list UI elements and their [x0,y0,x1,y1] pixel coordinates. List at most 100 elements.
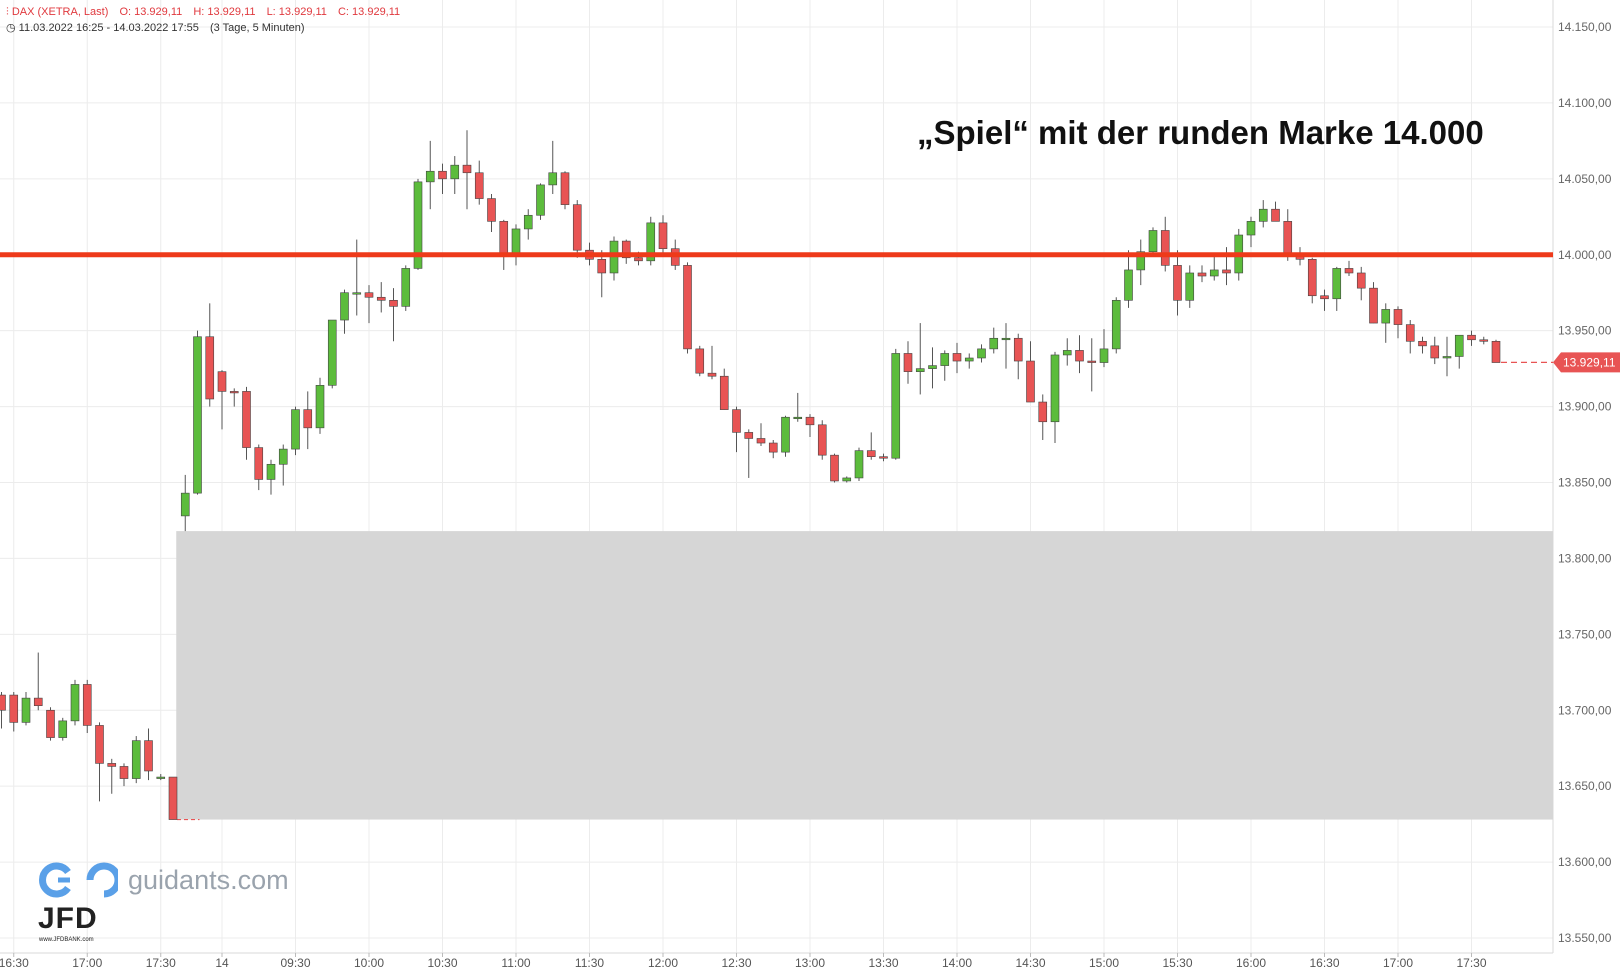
candle [1124,250,1133,308]
candle-body [866,450,876,457]
candle-body [560,172,570,205]
candle [1418,336,1427,354]
x-tick-label: 14:00 [942,956,972,970]
candle [952,342,962,374]
x-axis: 16:30 17:00 17:30 14 09:30 10:00 10:30 11:00 11:… [0,953,1487,970]
interval: (3 Tage, 5 Minuten) [209,22,305,34]
x-tick-label: 16:00 [1236,956,1266,970]
candle-body [1283,221,1293,257]
candle-body [327,319,337,386]
candle [1001,323,1011,369]
candle [401,265,411,311]
candle-body [438,170,447,180]
candle-body [634,257,643,262]
candle [1173,250,1182,316]
candle [536,183,545,220]
candle-body [842,477,852,482]
candle [462,130,472,210]
candle-body [1075,350,1084,362]
candle [781,415,790,457]
candle [58,717,68,741]
candle-body [168,776,178,820]
candle [830,453,839,483]
candle-body [1099,348,1109,363]
candle [376,282,386,313]
candle-body [1209,269,1219,277]
candle-body [1491,340,1501,363]
last-price-tag [1553,352,1620,373]
candle-body [548,172,558,186]
candle [1087,338,1097,392]
candle [95,722,104,802]
y-axis: 13.550,00 13.600,00 13.650,00 13.700,00 13.7… [1553,20,1620,945]
candle-body [1087,360,1097,363]
candle-body [156,776,166,779]
y-tick-label: 13.550,00 [1558,931,1612,945]
ohlc-high: H: 13.929,11 [193,6,256,18]
candle-body [1062,350,1072,356]
candle [989,327,999,354]
candle [1320,289,1329,311]
candle-body [425,170,435,183]
candle [1369,282,1378,324]
y-tick-label: 13.700,00 [1558,703,1612,717]
candle-body [376,296,386,301]
candle-body [242,391,251,448]
candle-body [46,709,55,738]
candle [327,319,337,389]
candle-body [474,172,484,199]
candle-body [511,228,521,256]
candle [915,323,925,395]
candle [977,344,986,363]
y-tick-label: 14.000,00 [1558,248,1612,262]
candle-body [817,424,827,456]
y-tick-label: 13.900,00 [1558,400,1612,414]
candle-body [1467,334,1476,341]
candle-body [364,292,374,298]
candle [646,216,656,266]
candle [1148,227,1158,257]
y-tick-label: 14.050,00 [1558,172,1612,186]
candle [719,368,729,410]
candle [303,391,313,450]
candle [1405,320,1415,354]
candle [389,288,398,342]
candle [9,692,19,732]
jfd-url: www.JFDBANK.com [39,937,94,943]
candle-body [977,348,986,359]
instrument-header: ⫶ DAX (XETRA, Last) O: 13.929,11 H: 13.9… [6,5,400,19]
candle [1160,216,1170,272]
candle-body [915,368,925,372]
candle-body [928,365,937,369]
candle-body [315,385,325,429]
candle-body [1197,272,1207,277]
candle [1381,303,1391,343]
candle-body [1271,208,1280,222]
clock-icon: ◷ [6,22,16,34]
candle-body [1222,269,1231,274]
candle-body [144,740,153,772]
candle-body [1381,309,1391,324]
x-tick-label: 13:30 [868,956,898,970]
candle-body [0,694,6,711]
candle [156,774,166,781]
candle-body [352,292,362,295]
y-tick-label: 13.600,00 [1558,855,1612,869]
candle-body [303,409,313,429]
candle [1467,330,1476,346]
candle-body [793,416,803,420]
y-tick-label: 14.100,00 [1558,96,1612,110]
candle-body [1001,337,1011,341]
candle [107,758,117,794]
candle-body [891,353,901,459]
jfd-logo: JFD [38,902,98,935]
candle [425,140,435,210]
candle-body [205,336,215,400]
candle [732,406,741,453]
x-tick-label: 09:30 [280,956,310,970]
candle [511,224,521,266]
candle-body [1393,309,1403,325]
candle-body [131,740,141,779]
candle [805,414,815,437]
